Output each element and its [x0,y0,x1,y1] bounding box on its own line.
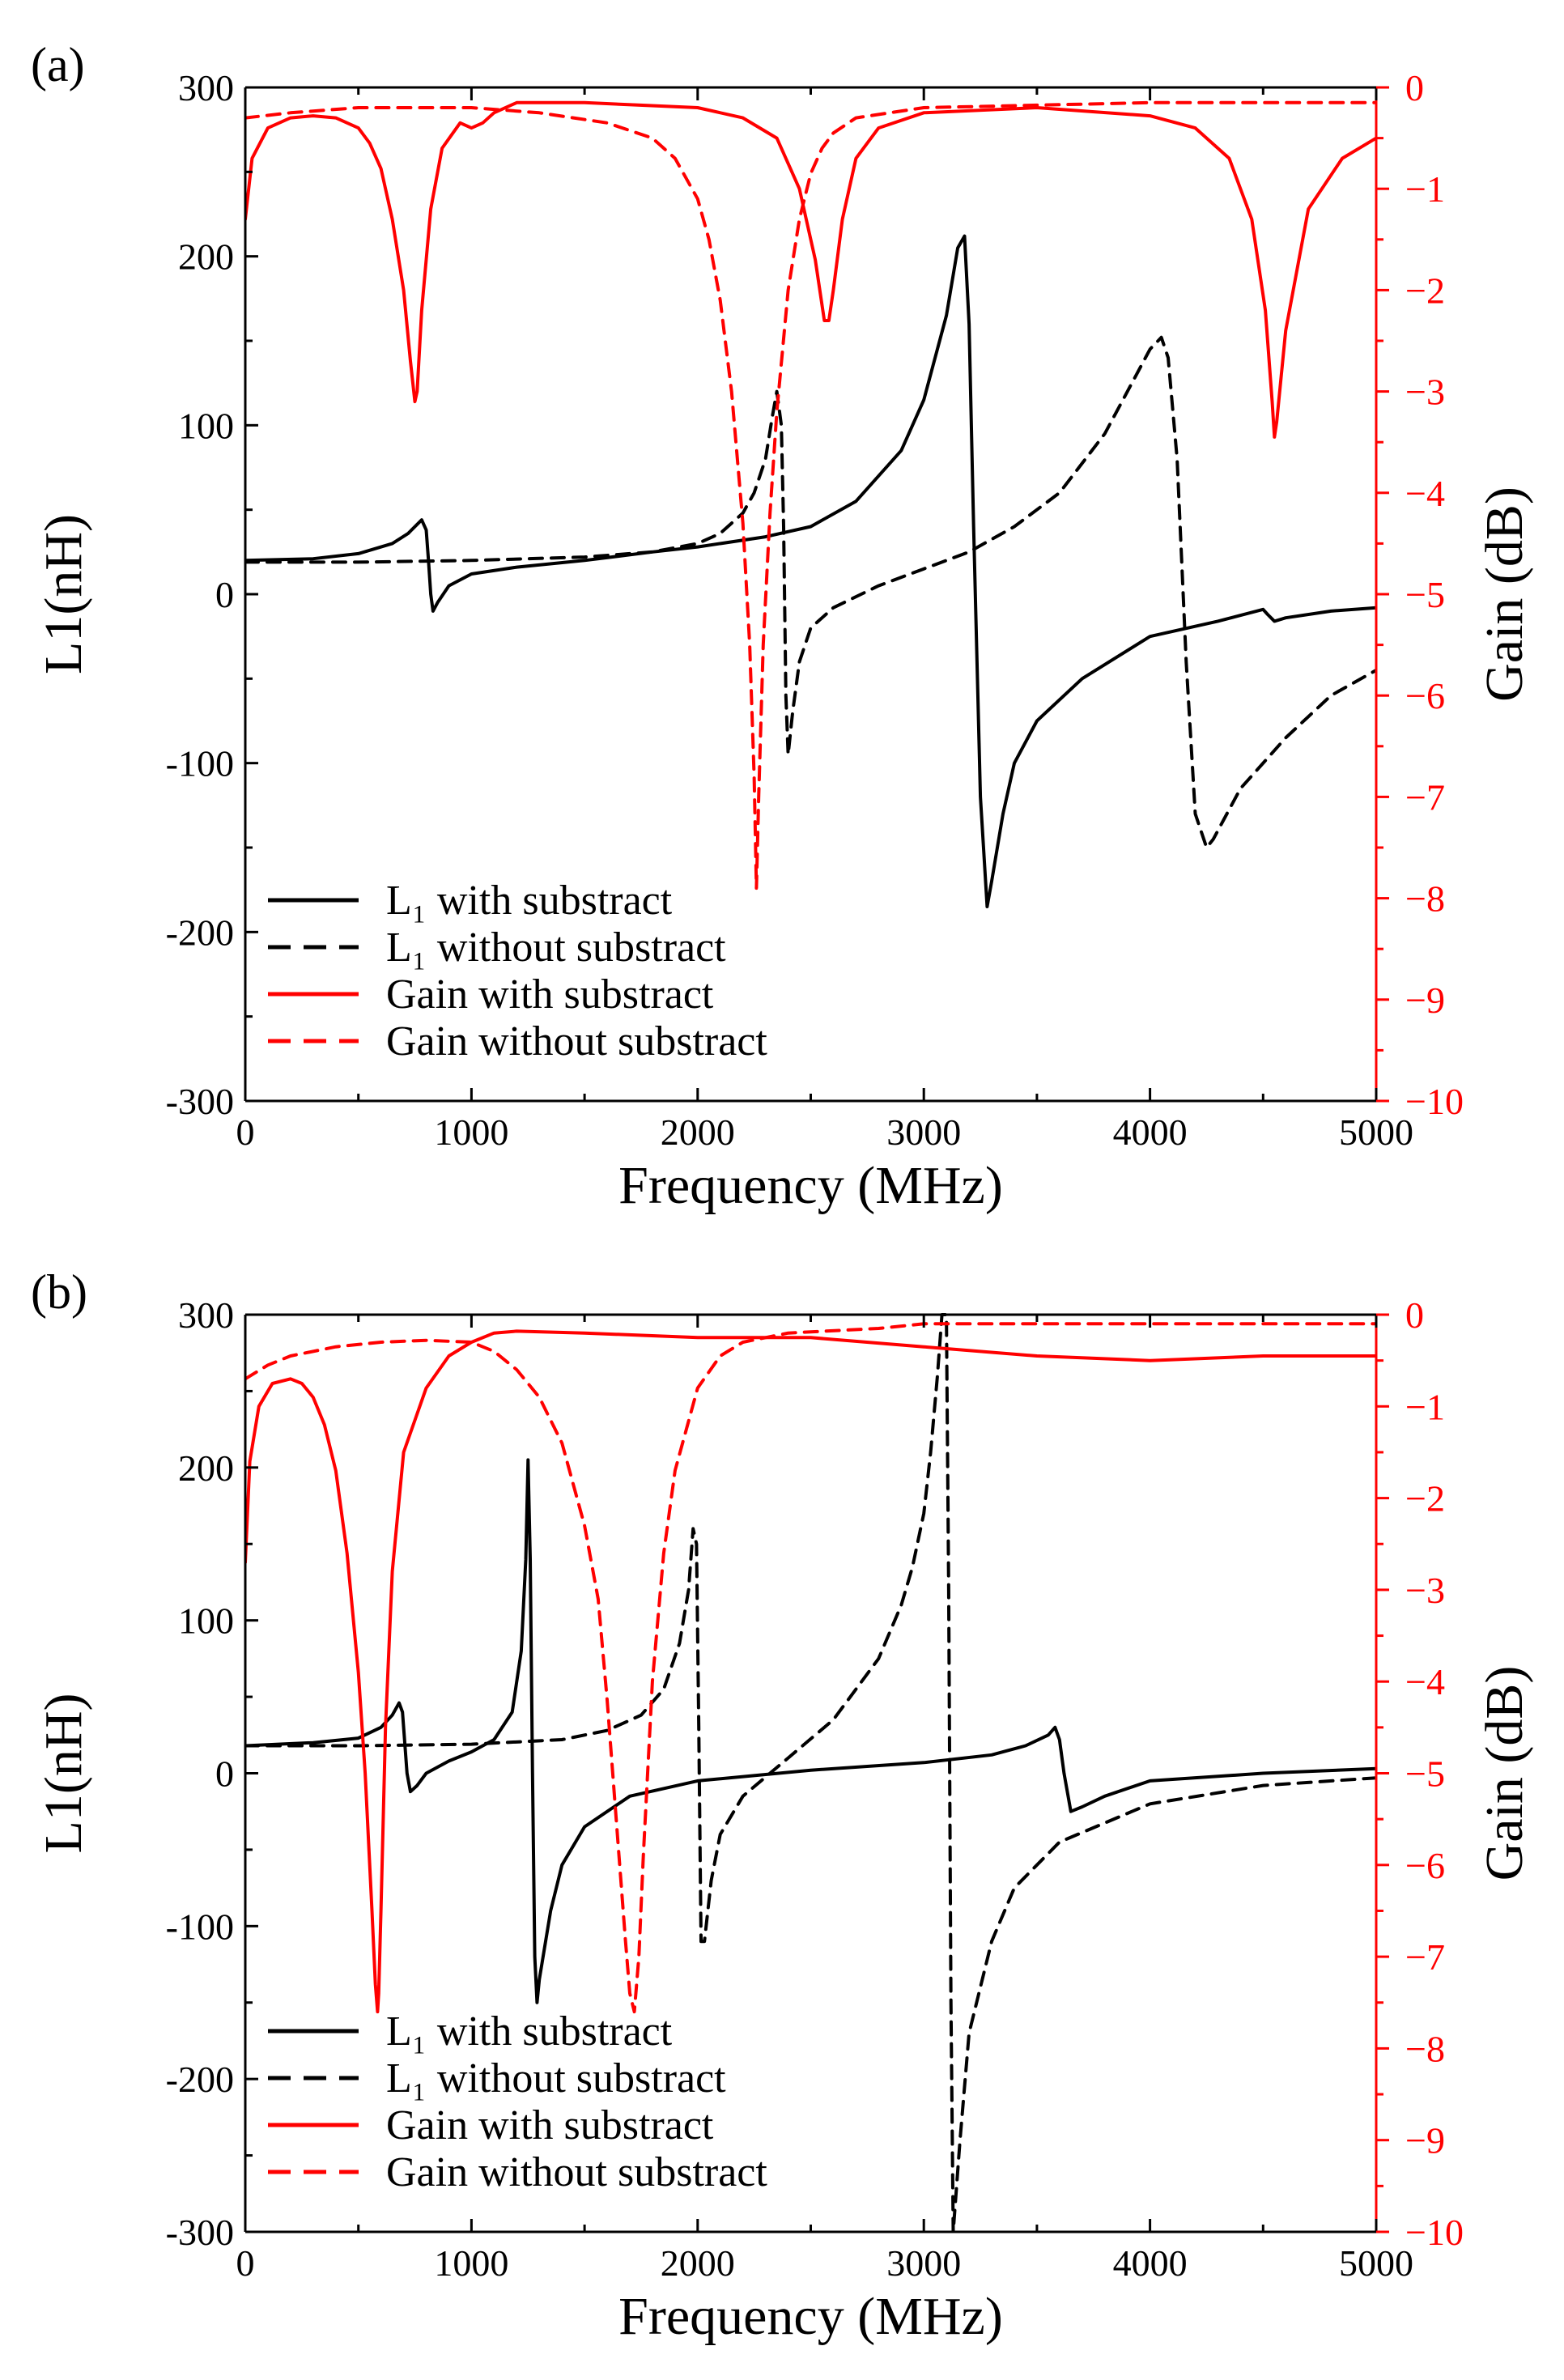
series-line-1 [245,335,1376,849]
right-tick-label: −3 [1405,372,1445,413]
right-tick-label: −10 [1405,2212,1464,2253]
legend-label: Gain with substract [386,971,714,1018]
right-tick-label: −9 [1405,980,1445,1021]
right-tick-label: −2 [1405,1478,1445,1519]
legend-label: L₁ without substract [386,924,726,971]
right-tick-label: −5 [1405,1753,1445,1795]
right-tick-label: −4 [1405,473,1445,514]
series-line-3 [245,100,1376,890]
right-axis-label: Gain (dB) [1475,487,1534,702]
right-tick-label: −6 [1405,1845,1445,1886]
right-axis-label: Gain (dB) [1475,1666,1534,1881]
y-tick-label: 100 [178,405,234,446]
plot-area [245,100,1376,908]
x-tick-label: 1000 [434,1111,508,1153]
x-tick-label: 0 [236,2242,255,2284]
x-tick-label: 4000 [1113,1111,1188,1153]
chart-panel-a: (a)0 1000 2000 3000 4000 50003002001000-100-2… [31,38,1534,1215]
y-tick-label: -100 [166,1906,234,1947]
x-tick-label: 1000 [434,2242,508,2284]
series-line-0 [245,1458,1376,2004]
legend-label: L₁ without substract [386,2055,726,2102]
x-axis-label: Frequency (MHz) [618,1156,1003,1215]
x-tick-label: 4000 [1113,2242,1188,2284]
plot-area [245,1313,1376,2233]
x-tick-label: 0 [236,1111,255,1153]
x-tick-label: 3000 [886,1111,961,1153]
y-axis-label: L1(nH) [34,1694,93,1854]
y-tick-label: -200 [166,2059,234,2100]
right-tick-label: −8 [1405,878,1445,920]
right-tick-label: −7 [1405,1936,1445,1978]
y-tick-label: 0 [215,1753,234,1795]
y-tick-label: 0 [215,574,234,615]
chart-panel-b: (b)0 1000 2000 3000 4000 50003002001000-100-2… [31,1265,1534,2346]
series-line-2 [245,100,1376,439]
right-tick-label: −1 [1405,1386,1445,1427]
y-tick-label: -300 [166,2212,234,2253]
y-tick-label: 100 [178,1600,234,1642]
panel-label: (a) [31,38,85,91]
y-tick-label: 300 [178,67,234,108]
legend-label: L₁ with substract [386,2008,673,2055]
y-tick-label: -200 [166,912,234,953]
right-tick-label: −10 [1405,1081,1464,1122]
right-tick-label: −1 [1405,168,1445,210]
right-tick-label: 0 [1405,1294,1424,1336]
series-line-2 [245,1329,1376,2014]
right-tick-label: −5 [1405,574,1445,615]
right-tick-label: −2 [1405,270,1445,311]
legend-label: Gain with substract [386,2102,714,2148]
x-tick-label: 3000 [886,2242,961,2284]
x-tick-label: 2000 [661,1111,735,1153]
series-line-1 [245,1313,1376,2233]
right-tick-label: −4 [1405,1661,1445,1702]
x-tick-label: 2000 [661,2242,735,2284]
series-line-3 [245,1322,1376,2014]
x-tick-label: 5000 [1339,2242,1413,2284]
y-tick-label: -100 [166,743,234,784]
x-axis-label: Frequency (MHz) [618,2287,1003,2346]
x-tick-label: 5000 [1339,1111,1413,1153]
panel-label: (b) [31,1265,87,1319]
y-tick-label: 300 [178,1294,234,1336]
legend-label: Gain without substract [386,1018,767,1065]
series-line-0 [245,234,1376,908]
y-tick-label: -300 [166,1081,234,1122]
right-tick-label: −8 [1405,2028,1445,2069]
legend-label: Gain without substract [386,2149,767,2195]
right-tick-label: −3 [1405,1570,1445,1611]
right-tick-label: −7 [1405,776,1445,818]
right-tick-label: −6 [1405,675,1445,716]
y-axis-label: L1(nH) [34,514,93,674]
right-tick-label: −9 [1405,2120,1445,2161]
legend-label: L₁ with substract [386,878,673,924]
right-tick-label: 0 [1405,67,1424,108]
y-tick-label: 200 [178,236,234,278]
y-tick-label: 200 [178,1447,234,1489]
